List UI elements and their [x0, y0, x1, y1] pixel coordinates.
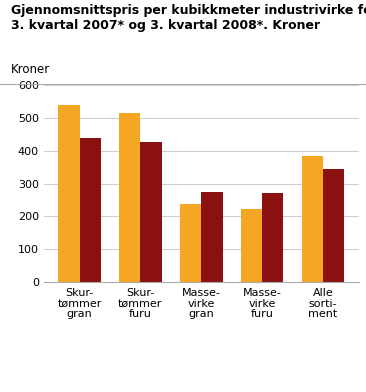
Text: Gjennomsnittspris per kubikkmeter industrivirke for salg.
3. kvartal 2007* og 3.: Gjennomsnittspris per kubikkmeter indust…: [11, 4, 366, 32]
Bar: [201, 192, 223, 282]
Bar: [323, 169, 344, 282]
Bar: [79, 138, 101, 282]
Bar: [119, 113, 141, 282]
Text: Kroner: Kroner: [11, 64, 50, 76]
Bar: [180, 204, 201, 282]
Bar: [141, 142, 162, 282]
Bar: [262, 194, 284, 282]
Bar: [58, 105, 79, 282]
Bar: [302, 156, 323, 282]
Bar: [241, 209, 262, 282]
